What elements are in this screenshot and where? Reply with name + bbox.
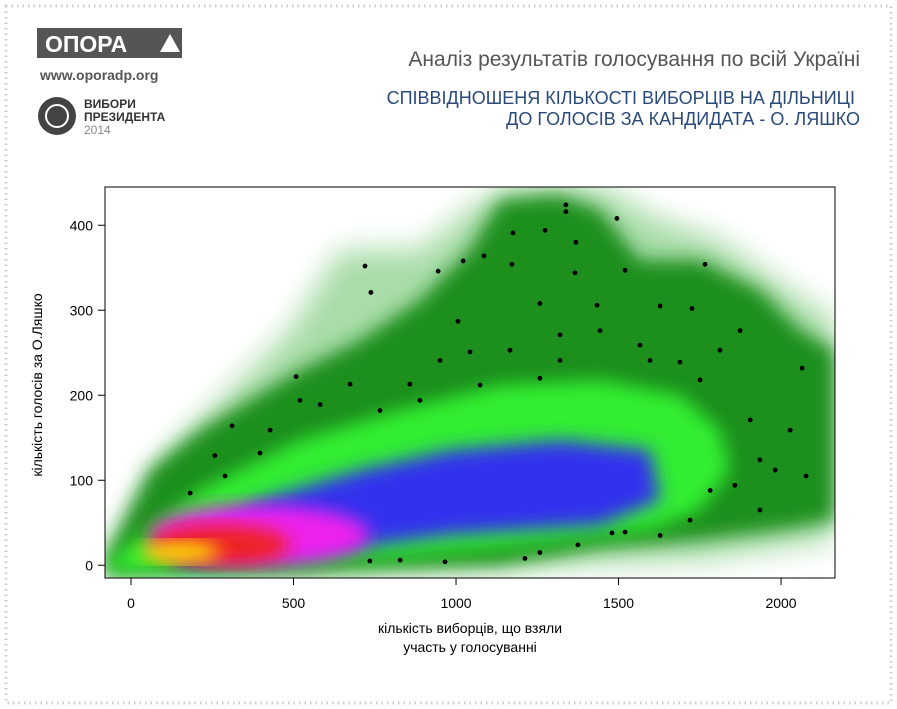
x-tick-label: 1500 [603, 595, 634, 611]
plot-box [104, 186, 836, 579]
point [609, 530, 615, 536]
point [377, 408, 383, 413]
point [622, 529, 628, 535]
logo: ОПОРА [45, 31, 127, 57]
point [557, 332, 563, 338]
point [510, 230, 516, 236]
point [293, 374, 299, 379]
badge-text: ВИБОРИ [84, 97, 136, 111]
point [460, 258, 466, 264]
point [572, 270, 578, 276]
point [467, 349, 473, 355]
point [757, 457, 763, 463]
point [597, 328, 603, 334]
point [563, 202, 569, 208]
point [657, 303, 663, 309]
point [677, 359, 683, 365]
point [437, 358, 443, 363]
x-tick-label: 1000 [440, 595, 471, 611]
y-tick-label: 100 [70, 472, 94, 488]
point [622, 267, 628, 273]
point [509, 261, 515, 267]
point [575, 542, 581, 548]
point [212, 453, 218, 458]
x-axis-label: кількість виборців, що взяли [378, 620, 562, 636]
point [803, 473, 809, 479]
point [563, 209, 569, 215]
y-axis-label: кількість голосів за О.Ляшко [29, 293, 45, 477]
point [737, 328, 743, 334]
point [257, 450, 263, 456]
point [507, 347, 513, 353]
point [481, 253, 487, 259]
point [702, 261, 708, 267]
badge-text: ПРЕЗИДЕНТА [84, 110, 166, 124]
density [105, 187, 835, 578]
frame [4, 4, 893, 705]
point [417, 397, 423, 403]
y-tick-label: 0 [85, 557, 93, 573]
point [747, 417, 753, 423]
point [397, 557, 403, 563]
url: www.oporadp.org [39, 67, 158, 83]
point [347, 381, 353, 387]
point [717, 347, 723, 353]
point [455, 318, 461, 324]
point [573, 239, 579, 245]
point [757, 507, 763, 513]
point [542, 227, 548, 233]
y-tick-label: 400 [70, 217, 94, 233]
chart-title: Аналіз результатів голосування по всій У… [408, 48, 860, 71]
point [614, 216, 620, 221]
point [229, 423, 235, 429]
point [297, 397, 303, 403]
point [267, 427, 273, 433]
chart-subtitle: СПІВВІДНОШЕНЯ КІЛЬКОСТІ ВИБОРЦІВ НА ДІЛЬ… [387, 88, 855, 108]
point [594, 302, 600, 308]
point [317, 402, 323, 407]
point [537, 375, 543, 381]
y-tick-label: 300 [70, 302, 94, 318]
point [522, 556, 528, 561]
x-tick-label: 0 [127, 595, 135, 611]
point [787, 427, 793, 433]
point [367, 558, 373, 564]
x-tick-label: 500 [282, 595, 306, 611]
point [557, 358, 563, 363]
point [435, 268, 441, 274]
point [689, 306, 695, 311]
badge-icon [38, 97, 76, 135]
point [477, 382, 483, 388]
badge-year: 2014 [84, 123, 111, 137]
point [537, 550, 543, 555]
point [697, 377, 703, 383]
badge-ring [45, 104, 69, 128]
x-tick-label: 2000 [765, 595, 796, 611]
point [637, 342, 643, 348]
point [647, 358, 653, 363]
point [407, 381, 413, 387]
point [187, 490, 193, 496]
point [799, 365, 805, 371]
y-tick-label: 200 [70, 387, 94, 403]
point [362, 263, 368, 269]
logo-triangle [160, 34, 180, 52]
point [772, 467, 778, 473]
point [657, 533, 663, 538]
point [442, 559, 448, 565]
point [687, 517, 693, 523]
x-axis-label: участь у голосуванні [403, 639, 537, 655]
chart-subtitle: ДО ГОЛОСІВ ЗА КАНДИДАТА - О. ЛЯШКО [506, 109, 860, 129]
logo-box [37, 28, 182, 58]
point [222, 473, 228, 479]
point [732, 482, 738, 488]
point [537, 301, 543, 306]
point [368, 290, 374, 295]
point [707, 488, 713, 493]
